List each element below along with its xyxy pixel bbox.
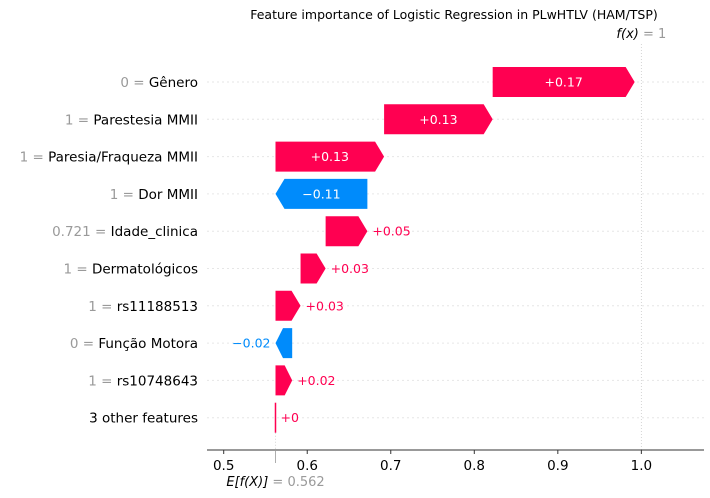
bar-value-label: +0.13 (311, 149, 349, 164)
feature-label: 0.721 = Idade_clinica (52, 224, 198, 240)
feature-name: Função Motora (98, 336, 198, 352)
bars: +0.17 +0.13 +0.13 −0.11 +0.05 +0.03 +0.03 −0.02… (232, 67, 635, 433)
feature-value: 1 = (65, 112, 93, 128)
x-tick-label: 1.0 (631, 458, 652, 474)
bar-value-label: +0.13 (419, 112, 457, 127)
output-value-number: = 1 (639, 27, 666, 42)
feature-label: 1 = rs11188513 (88, 299, 198, 315)
bar-value-label: +0.03 (331, 261, 369, 276)
bar-value-label: −0.11 (302, 186, 340, 201)
feature-value: 1 = (88, 373, 116, 389)
bar-value-label: +0.05 (372, 224, 410, 239)
feature-name: Dermatológicos (92, 262, 198, 278)
feature-label: 1 = Dermatológicos (63, 262, 198, 278)
bar (275, 290, 301, 321)
base-value-key: E[f(X)] (226, 475, 268, 490)
output-value-annotation: f(x) = 1 (616, 27, 666, 42)
feature-label: 1 = Paresia/Fraqueza MMII (20, 150, 198, 166)
bar (325, 216, 368, 247)
feature-value: 0.721 = (52, 224, 111, 240)
feature-value: 1 = (88, 299, 116, 315)
x-tick-label: 0.7 (380, 458, 401, 474)
feature-label: 1 = Parestesia MMII (65, 112, 198, 128)
bar (492, 67, 635, 97)
bar (275, 365, 293, 396)
feature-value: 1 = (20, 150, 48, 166)
feature-name: Idade_clinica (111, 224, 198, 240)
chart-title: Feature importance of Logistic Regressio… (250, 7, 658, 22)
feature-name: Parestesia MMII (93, 112, 198, 128)
x-axis: 0.5 0.6 0.7 0.8 0.9 1.0 E[f(X)] = 0.562 f(x) = … (207, 27, 704, 490)
bar (300, 253, 326, 284)
bar (275, 328, 293, 359)
bar-value-label: +0 (280, 410, 298, 425)
feature-name: rs10748643 (117, 373, 198, 389)
bar-value-label: +0.03 (306, 298, 344, 313)
feature-label: 1 = Dor MMII (110, 187, 198, 203)
feature-name: Dor MMII (138, 187, 198, 203)
feature-name: Gênero (149, 75, 198, 91)
feature-label: 0 = Gênero (120, 75, 198, 91)
bar-value-label: +0.02 (297, 373, 335, 388)
bar (384, 104, 493, 135)
feature-value: 1 = (110, 187, 138, 203)
base-value-number: = 0.562 (268, 475, 324, 490)
feature-label: 3 other features (89, 411, 198, 427)
feature-value: 1 = (63, 262, 91, 278)
feature-value: 0 = (120, 75, 148, 91)
bar (275, 178, 368, 209)
feature-value: 0 = (70, 336, 98, 352)
x-tick-label: 0.8 (464, 458, 485, 474)
x-tick-label: 0.5 (213, 458, 234, 474)
feature-label: 1 = rs10748643 (88, 373, 198, 389)
feature-name: rs11188513 (117, 299, 198, 315)
base-value-annotation: E[f(X)] = 0.562 (226, 475, 324, 490)
bar (275, 141, 385, 172)
x-tick-label: 0.9 (547, 458, 568, 474)
bar-value-label: −0.02 (232, 336, 270, 351)
feature-name: Paresia/Fraqueza MMII (48, 150, 198, 166)
output-value-key: f(x) (616, 27, 638, 42)
feature-label: 0 = Função Motora (70, 336, 198, 352)
x-tick-label: 0.6 (296, 458, 317, 474)
feature-name: 3 other features (89, 411, 198, 427)
bar-value-label: +0.17 (545, 75, 583, 90)
